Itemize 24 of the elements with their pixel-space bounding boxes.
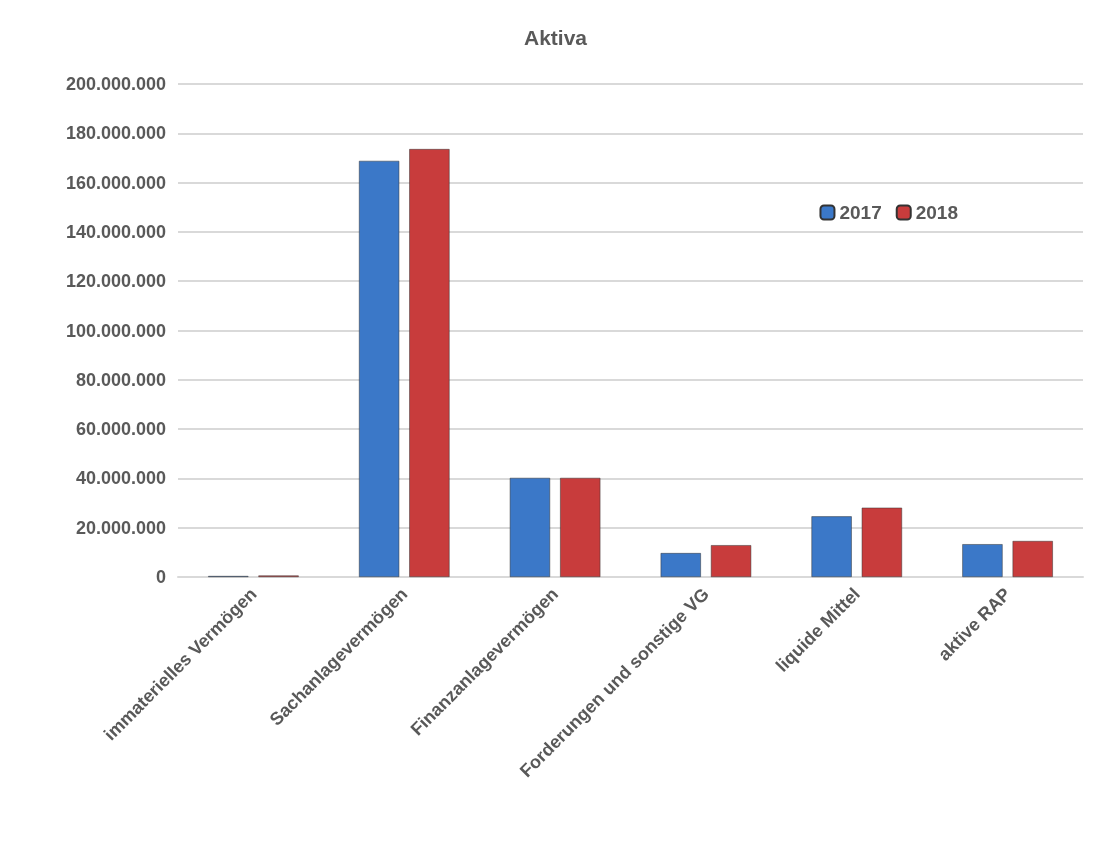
bar — [560, 477, 601, 577]
y-tick-label: 200.000.000 — [65, 74, 166, 94]
bar — [509, 477, 551, 577]
bar — [1012, 541, 1053, 577]
y-tick-label: 120.000.000 — [65, 271, 166, 292]
y-tick-label: 0 — [155, 567, 166, 587]
bar — [660, 553, 701, 577]
y-tick-label: 60.000.000 — [75, 419, 166, 440]
bar — [962, 544, 1003, 577]
y-tick-label: 40.000.000 — [75, 468, 166, 489]
bar — [710, 545, 752, 577]
bar — [861, 507, 902, 577]
y-tick-label: 160.000.000 — [65, 172, 166, 193]
bar — [359, 160, 400, 577]
bar — [811, 516, 852, 577]
bar — [409, 149, 450, 577]
legend-label: 2018 — [915, 202, 959, 223]
y-tick-label: 100.000.000 — [65, 320, 166, 341]
y-tick-label: 80.000.000 — [75, 369, 166, 390]
chart-title: Aktiva — [523, 26, 588, 49]
legend-label: 2017 — [839, 202, 882, 223]
y-tick-label: 180.000.000 — [65, 123, 166, 144]
y-tick-label: 140.000.000 — [65, 221, 166, 242]
y-tick-label: 20.000.000 — [75, 517, 166, 538]
